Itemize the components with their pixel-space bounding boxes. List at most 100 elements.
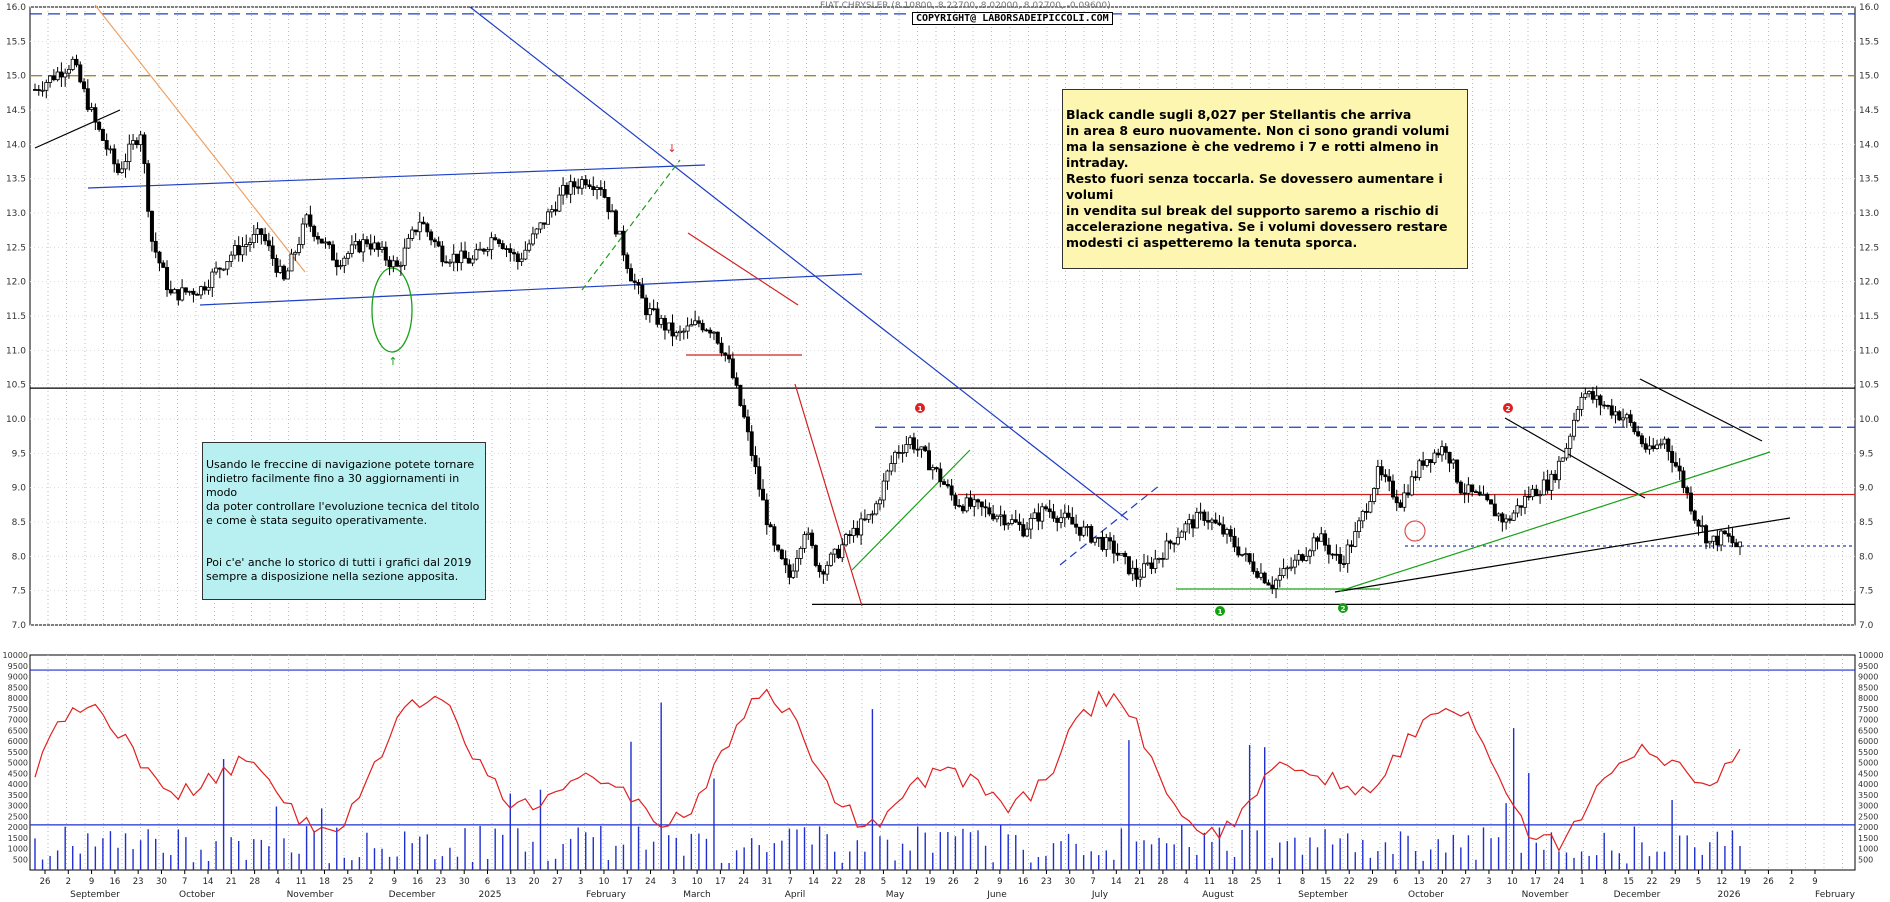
candle-body <box>828 553 833 566</box>
volume-tick-left: 500 <box>13 855 28 864</box>
candle-body <box>1138 576 1143 580</box>
candle-body <box>1209 519 1214 523</box>
candle-body <box>289 253 294 272</box>
x-day-label: 23 <box>436 877 447 887</box>
price-tick-right: 13.0 <box>1859 209 1879 219</box>
candle-body <box>1349 544 1354 547</box>
candle-body <box>587 184 592 187</box>
x-day-label: 6 <box>1393 877 1398 887</box>
price-tick-left: 13.0 <box>6 209 26 219</box>
x-day-label: 24 <box>738 877 749 887</box>
candle-body <box>987 507 992 515</box>
candle-body <box>953 494 958 506</box>
candle-body <box>44 82 49 91</box>
candle-body <box>636 282 641 286</box>
candle-body <box>1481 493 1486 496</box>
candle-body <box>40 89 45 92</box>
candle-body <box>1224 529 1229 535</box>
candle-body <box>583 179 588 186</box>
candle-body <box>1692 510 1697 521</box>
candle-body <box>410 229 415 239</box>
candle-body <box>383 246 388 261</box>
candle-body <box>508 248 513 253</box>
candle-body <box>1738 541 1743 548</box>
candle-body <box>678 330 683 334</box>
candle-body <box>1353 531 1358 547</box>
candle-body <box>893 451 898 464</box>
candle-body <box>1338 554 1343 564</box>
candle-body <box>942 481 947 485</box>
volume-tick-right: 1500 <box>1858 834 1878 843</box>
candle-body <box>198 286 203 296</box>
candle-body <box>251 234 256 243</box>
candle-body <box>131 140 136 145</box>
candle-body <box>353 241 358 246</box>
candle-body <box>1583 393 1588 398</box>
candle-body <box>481 248 486 252</box>
volume-tick-left: 8500 <box>8 683 28 692</box>
candle-body <box>444 261 449 264</box>
candle-body <box>1055 517 1060 523</box>
x-day-label: 20 <box>1437 877 1448 887</box>
x-day-label: 20 <box>529 877 540 887</box>
price-tick-right: 16.0 <box>1859 3 1879 13</box>
candle-body <box>1587 391 1592 395</box>
volume-tick-right: 1000 <box>1858 845 1878 854</box>
candle-body <box>1213 519 1218 524</box>
price-tick-right: 9.5 <box>1859 449 1873 459</box>
candle-body <box>644 297 649 316</box>
candle-body <box>55 71 60 81</box>
candle-body <box>1500 513 1505 523</box>
candle-body <box>402 247 407 266</box>
volume-tick-right: 10000 <box>1858 651 1883 660</box>
candle-body <box>994 515 999 520</box>
candle-body <box>1175 536 1180 545</box>
candle-body <box>232 245 237 256</box>
highlight-circle <box>1404 520 1426 542</box>
candle-body <box>82 81 87 90</box>
x-day-label: 10 <box>1507 877 1518 887</box>
volume-tick-left: 9500 <box>8 662 28 671</box>
candle-body <box>1617 411 1622 421</box>
x-month-label: March <box>683 890 710 900</box>
candle-body <box>911 437 916 450</box>
candle-body <box>1470 484 1475 492</box>
price-tick-left: 10.5 <box>6 381 26 391</box>
candle-body <box>960 505 965 512</box>
candle-body <box>297 244 302 253</box>
x-day-label: 28 <box>249 877 260 887</box>
candle-body <box>870 513 875 516</box>
candle-body <box>1613 411 1618 416</box>
x-day-label: 14 <box>808 877 819 887</box>
candle-body <box>1579 396 1584 410</box>
x-month-label: December <box>389 890 436 900</box>
x-day-label: 31 <box>762 877 773 887</box>
volume-tick-left: 2500 <box>8 812 28 821</box>
candle-body <box>881 480 886 501</box>
candle-body <box>1417 460 1422 478</box>
volume-tick-right: 9000 <box>1858 673 1878 682</box>
candle-body <box>730 358 735 379</box>
x-day-label: 28 <box>855 877 866 887</box>
candle-body <box>142 134 147 165</box>
volume-tick-right: 5000 <box>1858 759 1878 768</box>
candle-body <box>436 241 441 247</box>
price-tick-right: 7.5 <box>1859 587 1873 597</box>
candle-body <box>1021 524 1026 537</box>
candle-body <box>1496 513 1501 517</box>
candle-body <box>244 244 249 247</box>
candle-body <box>1059 517 1064 523</box>
candle-body <box>1530 488 1535 498</box>
candle-body <box>964 497 969 512</box>
candle-body <box>470 258 475 264</box>
candle-body <box>1172 542 1177 545</box>
volume-tick-left: 6000 <box>8 737 28 746</box>
candle-body <box>674 332 679 337</box>
candle-body <box>1655 444 1660 449</box>
x-day-label: 4 <box>1183 877 1188 887</box>
volume-tick-right: 6000 <box>1858 737 1878 746</box>
price-tick-left: 15.0 <box>6 72 26 82</box>
x-day-label: 3 <box>671 877 676 887</box>
x-month-label: August <box>1202 890 1234 900</box>
candle-body <box>1047 508 1052 513</box>
